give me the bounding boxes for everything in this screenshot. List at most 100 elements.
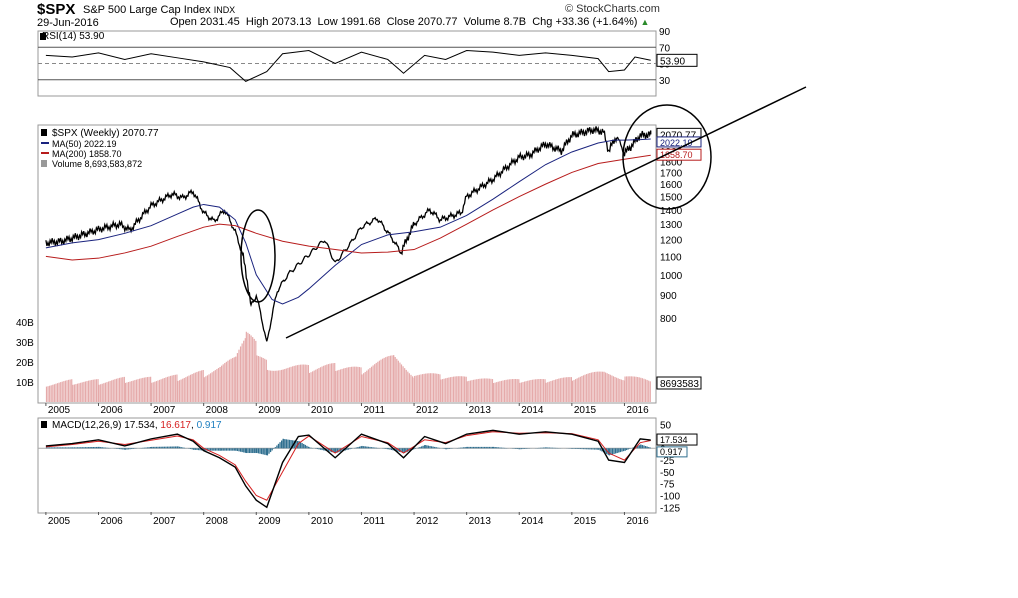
macd-histogram-bar — [150, 447, 152, 449]
macd-histogram-bar — [120, 448, 122, 450]
macd-histogram-bar — [341, 448, 343, 452]
volume-bar — [264, 358, 266, 402]
price-tick-label: 1500 — [660, 193, 683, 204]
macd-histogram-bar — [236, 448, 239, 452]
macd-histogram-bar — [319, 448, 322, 450]
volume-bar — [284, 369, 286, 402]
macd-histogram-bar — [94, 446, 96, 449]
volume-bar — [531, 379, 534, 402]
macd-histogram-bar — [614, 448, 617, 454]
volume-bar — [230, 358, 232, 402]
macd-histogram-bar — [641, 445, 644, 449]
macd-histogram-bar — [222, 448, 224, 451]
macd-histogram-bar — [170, 446, 172, 449]
volume-bar — [334, 363, 336, 402]
macd-histogram-bar — [72, 447, 74, 449]
volume-bar — [468, 380, 470, 402]
macd-histogram-bar — [613, 448, 615, 454]
macd-histogram-bar — [196, 448, 198, 451]
macd-histogram-bar — [387, 448, 390, 450]
volume-bar — [347, 367, 349, 402]
volume-bar — [274, 370, 276, 402]
macd-histogram-bar — [235, 448, 237, 451]
macd-histogram-bar — [232, 448, 234, 451]
macd-histogram-bar — [308, 447, 311, 449]
volume-bar — [627, 376, 629, 402]
volume-bar — [629, 376, 631, 402]
macd-histogram-bar — [316, 448, 319, 450]
volume-bar — [92, 379, 94, 402]
volume-bar — [415, 375, 417, 402]
volume-bar — [114, 379, 116, 402]
volume-bar — [185, 377, 187, 402]
volume-bar — [646, 379, 648, 402]
macd-x-tick-label: 2013 — [469, 516, 492, 527]
macd-histogram-bar — [367, 446, 370, 449]
macd-histogram-bar — [427, 445, 430, 449]
macd-histogram-bar — [601, 448, 603, 452]
macd-histogram-bar — [203, 448, 205, 451]
macd-histogram-bar — [265, 448, 268, 456]
macd-histogram-bar — [56, 447, 59, 449]
volume-bar — [60, 382, 62, 402]
volume-bar — [592, 372, 594, 402]
volume-bar — [608, 373, 610, 402]
volume-bar — [162, 378, 164, 402]
volume-bar — [301, 364, 303, 402]
macd-histogram-bar — [424, 445, 426, 449]
volume-bar — [601, 371, 604, 402]
volume-bar — [443, 378, 445, 402]
price-last-value-label: 2070.77 — [660, 130, 697, 141]
volume-bar — [349, 367, 351, 402]
macd-histogram-bar — [145, 447, 147, 449]
macd-histogram-bar — [250, 448, 252, 454]
macd-histogram-bar — [143, 447, 146, 449]
volume-bar — [84, 381, 87, 402]
volume-bar — [131, 381, 133, 402]
index-name: S&P 500 Large Cap Index — [83, 4, 211, 16]
macd-tick-label: -100 — [660, 491, 680, 502]
macd-histogram-bar — [363, 446, 365, 449]
macd-x-tick-label: 2008 — [206, 516, 229, 527]
macd-histogram-bar — [327, 448, 330, 452]
volume-bar — [222, 364, 224, 402]
macd-histogram-bar — [259, 448, 261, 454]
volume-bar — [494, 382, 496, 402]
macd-histogram-bar — [443, 448, 445, 449]
volume-bar — [404, 368, 406, 402]
volume-bars — [45, 331, 651, 402]
volume-bar — [429, 373, 432, 402]
volume-bar — [238, 349, 240, 402]
volume-bar — [248, 334, 251, 402]
volume-bar — [287, 367, 289, 402]
volume-bar — [497, 381, 499, 402]
macd-histogram-bar — [290, 440, 292, 449]
volume-bar — [227, 360, 229, 402]
volume-bar — [369, 368, 371, 402]
macd-histogram-bar — [227, 448, 229, 451]
volume-bar — [479, 378, 481, 402]
volume-bar — [253, 338, 255, 402]
macd-histogram-bar — [47, 447, 49, 449]
macd-histogram-bar — [131, 448, 133, 450]
volume-bar — [616, 377, 618, 402]
brand-label[interactable]: © StockCharts.com — [565, 3, 660, 15]
volume-bar — [221, 365, 223, 402]
volume-bar — [327, 364, 330, 402]
macd-histogram-bar — [604, 448, 606, 454]
macd-histogram-bar — [462, 447, 465, 449]
volume-bar — [150, 376, 152, 402]
price-x-tick-label: 2014 — [521, 405, 544, 416]
macd-histogram-bar — [221, 448, 223, 451]
macd-legend-sep: , — [191, 420, 197, 431]
volume-bar — [440, 379, 442, 402]
ma200-line — [45, 154, 651, 261]
macd-histogram-bar — [485, 446, 487, 449]
macd-histogram-bar — [166, 446, 169, 449]
volume-bar — [609, 374, 611, 402]
macd-histogram-bar — [183, 447, 185, 449]
volume-bar — [391, 355, 393, 402]
rsi-last-value-label: 53.90 — [660, 56, 685, 67]
macd-histogram-bar — [369, 446, 371, 449]
volume-bar — [241, 343, 243, 402]
